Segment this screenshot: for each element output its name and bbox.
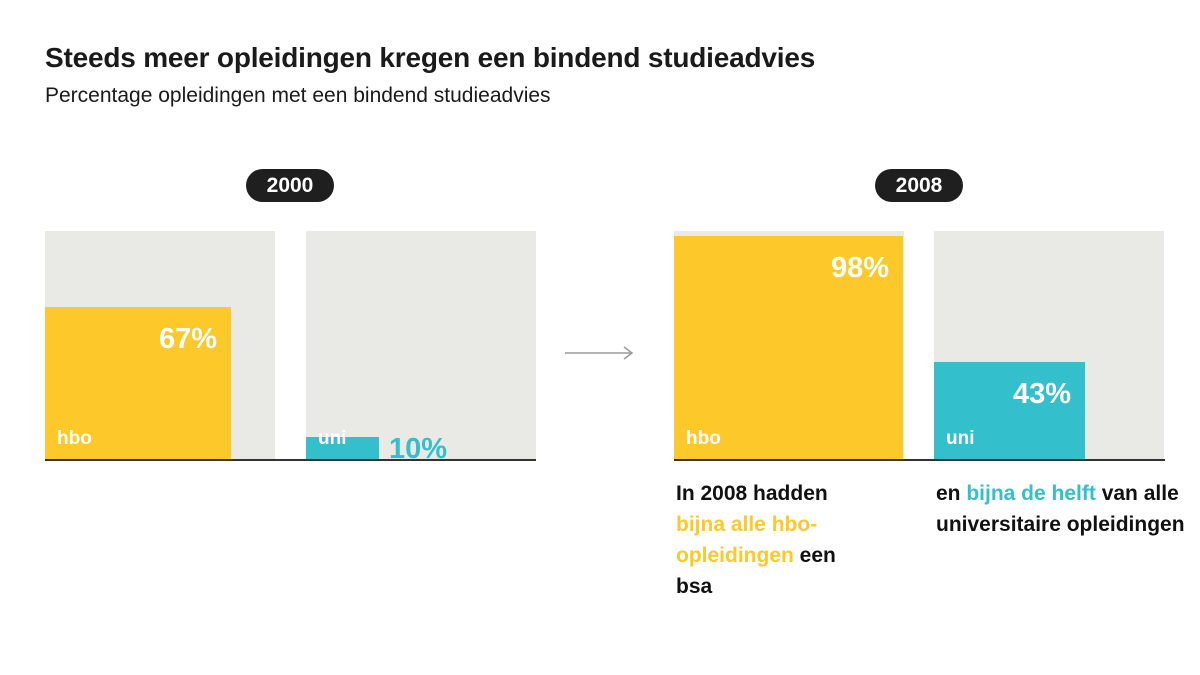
annotation-hbo: In 2008 hadden bijna alle hbo-opleidinge… <box>676 478 876 602</box>
panel-2000-hbo: 67% hbo <box>45 231 275 460</box>
annotation-uni: en bijna de helft van alle universitaire… <box>936 478 1186 540</box>
chart-subtitle: Percentage opleidingen met een bindend s… <box>45 84 551 107</box>
panel-2000-uni: 10% uni <box>306 231 536 465</box>
annotation-hbo-highlight: bijna alle hbo-opleidingen <box>676 513 818 567</box>
year-label-2000: 2000 <box>246 169 334 202</box>
category-label-2000-uni: uni <box>318 428 347 449</box>
chart-title: Steeds meer opleidingen kregen een binde… <box>45 42 816 73</box>
bar-2000-hbo <box>45 307 231 460</box>
category-label-2000-hbo: hbo <box>57 428 92 449</box>
panel-2008-uni: 43% uni <box>934 231 1164 460</box>
baseline-2000 <box>45 459 536 461</box>
annotation-hbo-text-end: een bsa <box>676 544 836 598</box>
arrow-right-icon <box>565 346 634 360</box>
annotation-uni-text-start: en <box>936 482 967 505</box>
year-label-2008: 2008 <box>875 169 963 202</box>
value-label-2008-hbo: 98% <box>830 252 889 284</box>
annotation-uni-highlight: bijna de helft <box>966 482 1096 505</box>
category-label-2008-uni: uni <box>946 428 975 449</box>
annotation-hbo-text-start: In 2008 hadden <box>676 482 828 505</box>
value-label-2000-hbo: 67% <box>158 323 217 355</box>
bar-2000-uni <box>306 437 379 460</box>
value-label-2000-uni: 10% <box>389 433 448 465</box>
bar-2008-uni <box>934 362 1085 460</box>
category-label-2008-hbo: hbo <box>686 428 721 449</box>
annotation-uni-text-end: van alle universitaire opleidingen <box>936 482 1185 536</box>
value-label-2008-uni: 43% <box>1012 378 1071 410</box>
bar-2008-hbo <box>674 236 903 460</box>
panel-2008-hbo: 98% hbo <box>674 231 904 460</box>
baseline-2008 <box>674 459 1165 461</box>
